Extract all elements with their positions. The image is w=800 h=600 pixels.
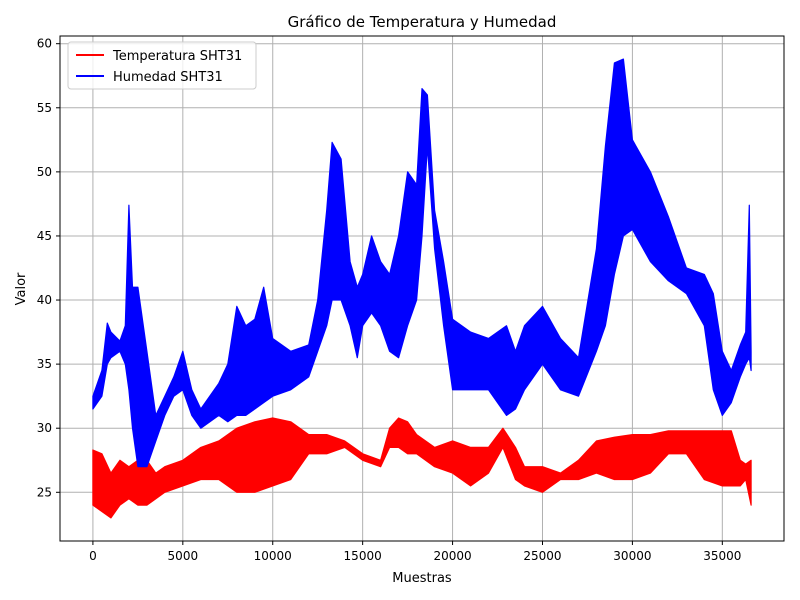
y-tick-label: 45	[37, 229, 52, 243]
y-tick-label: 25	[37, 485, 52, 499]
plot-frame	[59, 35, 785, 542]
y-tick-label: 35	[37, 357, 52, 371]
legend-box	[67, 41, 257, 90]
y-axis-label: Valor	[14, 272, 29, 305]
series-humedad-band	[92, 58, 752, 468]
series-layer	[92, 58, 752, 519]
x-tick-label: 35000	[703, 549, 741, 563]
x-axis-ticks: 0 5000 10000 15000 20000 25000 30000 35000	[89, 541, 741, 563]
legend-label-humedad: Humedad SHT31	[113, 70, 223, 85]
x-tick-label: 5000	[168, 549, 199, 563]
x-tick-label: 25000	[523, 549, 561, 563]
legend-label-temperatura: Temperatura SHT31	[112, 49, 242, 64]
x-tick-label: 15000	[344, 549, 382, 563]
legend: Temperatura SHT31 Humedad SHT31	[67, 41, 257, 90]
y-tick-label: 30	[37, 421, 52, 435]
x-tick-label: 10000	[254, 549, 292, 563]
x-tick-label: 0	[89, 549, 97, 563]
y-tick-label: 40	[37, 293, 52, 307]
x-tick-label: 20000	[433, 549, 471, 563]
y-tick-label: 50	[37, 165, 52, 179]
y-tick-label: 55	[37, 101, 52, 115]
y-tick-label: 60	[37, 37, 52, 51]
y-axis-ticks: 25 30 35 40 45 50 55 60	[37, 37, 60, 499]
x-axis-label: Muestras	[392, 571, 452, 586]
x-tick-label: 30000	[613, 549, 651, 563]
chart-title: Gráfico de Temperatura y Humedad	[288, 13, 557, 31]
series-temperatura-band	[92, 417, 752, 519]
